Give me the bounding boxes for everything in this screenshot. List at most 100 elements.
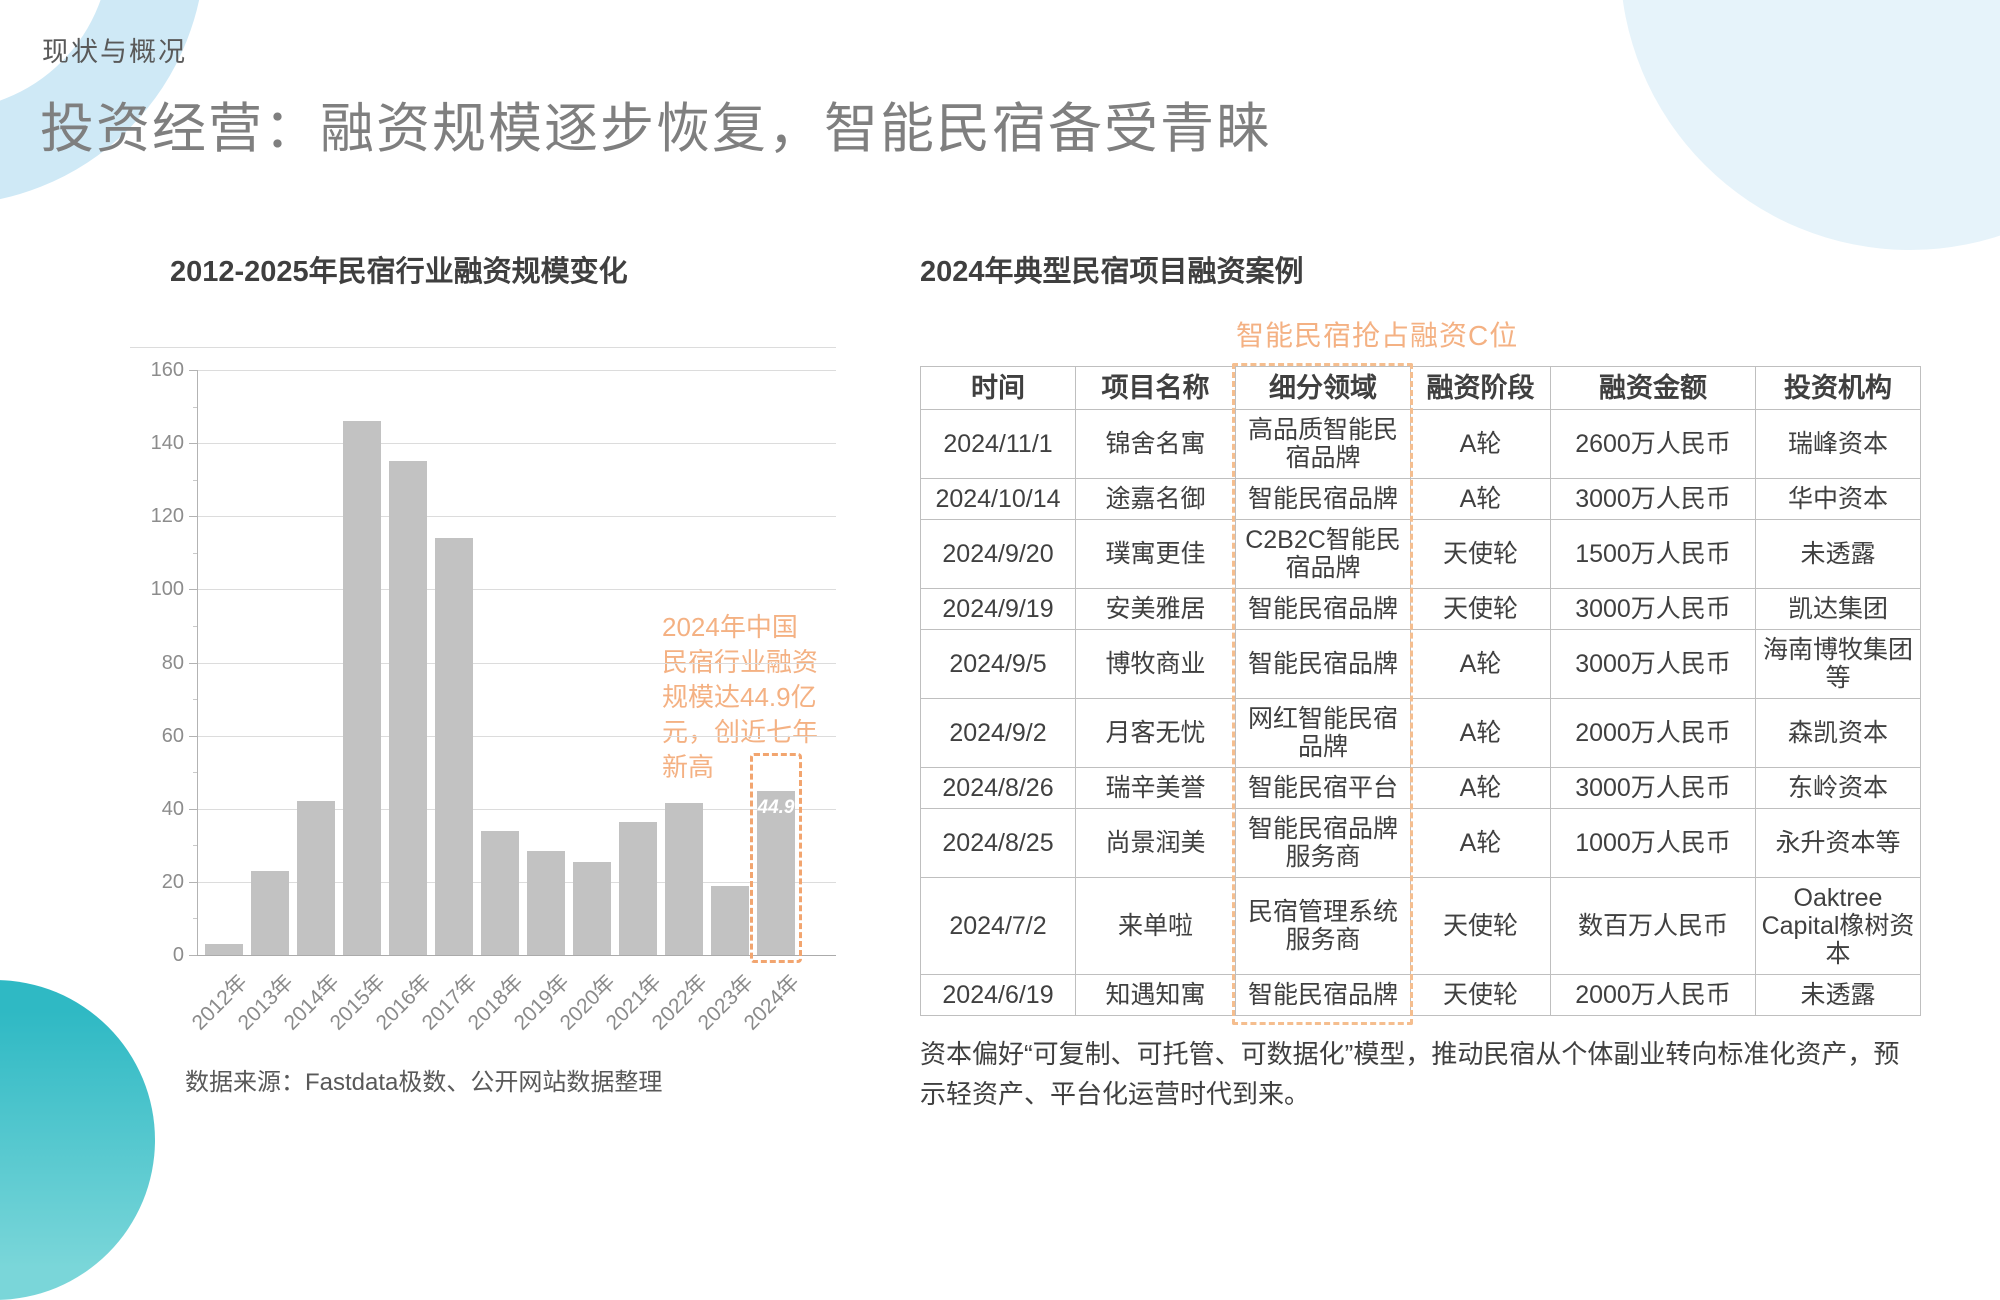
financing-cases-section: 2024年典型民宿项目融资案例 智能民宿抢占融资C位 时间 项目名称 细分领域 融资阶… bbox=[920, 248, 1921, 1114]
table-cell: 知遇知寓 bbox=[1075, 974, 1236, 1017]
table-cell: 尚景润美 bbox=[1075, 808, 1236, 879]
table-cell: 凯达集团 bbox=[1755, 588, 1921, 631]
table-row: 2024/9/19 安美雅居 智能民宿品牌 天使轮 3000万人民币 凯达集团 bbox=[920, 588, 1921, 631]
table-cell: 安美雅居 bbox=[1075, 588, 1236, 631]
y-axis-tick bbox=[189, 370, 197, 371]
bar-2015年 bbox=[343, 421, 381, 955]
table-cell: 网红智能民宿品牌 bbox=[1235, 698, 1411, 769]
table-cell: 天使轮 bbox=[1410, 877, 1551, 976]
slide-eyebrow: 现状与概况 bbox=[42, 37, 187, 67]
table-cell: Oaktree Capital橡树资本 bbox=[1755, 877, 1921, 976]
y-axis-minor-tick bbox=[193, 772, 197, 774]
table-cell: A轮 bbox=[1410, 767, 1551, 810]
column-header: 细分领域 bbox=[1235, 365, 1411, 411]
table-cell: A轮 bbox=[1410, 698, 1551, 769]
table-cell: 智能民宿品牌 bbox=[1235, 974, 1411, 1017]
table-cell: A轮 bbox=[1410, 409, 1551, 480]
table-cell: 2000万人民币 bbox=[1550, 974, 1756, 1017]
table-cell: 2024/6/19 bbox=[920, 974, 1076, 1017]
y-axis-minor-tick bbox=[193, 699, 197, 701]
table-cell: A轮 bbox=[1410, 808, 1551, 879]
table-cell: 智能民宿平台 bbox=[1235, 767, 1411, 810]
y-axis-tick bbox=[189, 735, 197, 737]
gridline bbox=[198, 443, 836, 445]
table-cell: 3000万人民币 bbox=[1550, 767, 1756, 810]
table-cell: 2600万人民币 bbox=[1550, 409, 1756, 480]
bar-2012年 bbox=[205, 944, 243, 955]
table-row: 2024/11/1 锦舍名寓 高品质智能民宿品牌 A轮 2600万人民币 瑞峰资本 bbox=[920, 409, 1921, 480]
table-cell: 1500万人民币 bbox=[1550, 519, 1756, 590]
bar-2021年 bbox=[619, 821, 657, 955]
chart-top-separator bbox=[130, 347, 836, 348]
bar-2019年 bbox=[527, 850, 565, 955]
table-cell: 1000万人民币 bbox=[1550, 808, 1756, 879]
table-row: 2024/8/26 瑞辛美誉 智能民宿平台 A轮 3000万人民币 东岭资本 bbox=[920, 767, 1921, 810]
table-cell: 永升资本等 bbox=[1755, 808, 1921, 879]
y-axis-tick bbox=[189, 516, 197, 518]
y-axis-tick bbox=[189, 881, 197, 883]
table-cell: 智能民宿品牌 bbox=[1235, 588, 1411, 631]
table-row: 2024/9/5 博牧商业 智能民宿品牌 A轮 3000万人民币 海南博牧集团等 bbox=[920, 629, 1921, 700]
table-cell: 未透露 bbox=[1755, 974, 1921, 1017]
y-axis-label: 40 bbox=[161, 797, 184, 820]
table-cell: 2024/8/25 bbox=[920, 808, 1076, 879]
table-cell: 2024/9/19 bbox=[920, 588, 1076, 631]
y-axis-minor-tick bbox=[193, 845, 197, 847]
y-axis-label: 60 bbox=[161, 724, 184, 747]
table-cell: 3000万人民币 bbox=[1550, 588, 1756, 631]
bar-2022年 bbox=[665, 803, 703, 955]
highlight-bar-dashed-border bbox=[750, 752, 802, 963]
table-cell: 2024/7/2 bbox=[920, 877, 1076, 976]
bar-2013年 bbox=[251, 870, 289, 955]
bar-2016年 bbox=[389, 461, 427, 955]
table-cell: 锦舍名寓 bbox=[1075, 409, 1236, 480]
y-axis-minor-tick bbox=[193, 552, 197, 554]
table-cell: 森凯资本 bbox=[1755, 698, 1921, 769]
table-row: 2024/10/14 途嘉名御 智能民宿品牌 A轮 3000万人民币 华中资本 bbox=[920, 478, 1921, 521]
page-title: 投资经营：融资规模逐步恢复，智能民宿备受青睐 bbox=[40, 99, 1272, 159]
column-header: 投资机构 bbox=[1755, 365, 1921, 411]
y-axis-label: 0 bbox=[172, 944, 184, 966]
table-cell: 3000万人民币 bbox=[1550, 478, 1756, 521]
y-axis-tick bbox=[189, 808, 197, 810]
table-cell: 天使轮 bbox=[1410, 974, 1551, 1017]
gridline bbox=[198, 662, 836, 664]
table-cell: 2024/11/1 bbox=[920, 409, 1076, 480]
table-cell: 博牧商业 bbox=[1075, 629, 1236, 700]
table-cell: 数百万人民币 bbox=[1550, 877, 1756, 976]
column-header: 时间 bbox=[920, 365, 1076, 411]
table-cell: 途嘉名御 bbox=[1075, 478, 1236, 521]
financing-cases-table: 时间 项目名称 细分领域 融资阶段 融资金额 投资机构 2024/11/1 锦舍名寓 高品质智能… bbox=[920, 365, 1921, 1017]
table-cell: 瑞辛美誉 bbox=[1075, 767, 1236, 810]
table-cell: 瑞峰资本 bbox=[1755, 409, 1921, 480]
table-caption: 智能民宿抢占融资C位 bbox=[1236, 320, 1519, 351]
table-cell: 2024/10/14 bbox=[920, 478, 1076, 521]
y-axis-tick bbox=[189, 955, 197, 956]
table-cell: 2024/8/26 bbox=[920, 767, 1076, 810]
table-cell: 2000万人民币 bbox=[1550, 698, 1756, 769]
gridline bbox=[198, 589, 836, 591]
table-cell: 2024/9/20 bbox=[920, 519, 1076, 590]
gridline bbox=[198, 370, 836, 371]
table-cell: 璞寓更佳 bbox=[1075, 519, 1236, 590]
y-axis-minor-tick bbox=[193, 918, 197, 920]
y-axis-minor-tick bbox=[193, 625, 197, 627]
table-cell: 天使轮 bbox=[1410, 588, 1551, 631]
chart-title: 2012-2025年民宿行业融资规模变化 bbox=[170, 256, 628, 288]
table-cell: 高品质智能民宿品牌 bbox=[1235, 409, 1411, 480]
y-axis-label: 140 bbox=[150, 432, 184, 455]
table-cell: 来单啦 bbox=[1075, 877, 1236, 976]
table-cell: 月客无忧 bbox=[1075, 698, 1236, 769]
y-axis-tick bbox=[189, 662, 197, 664]
table-cell: C2B2C智能民宿品牌 bbox=[1235, 519, 1411, 590]
y-axis-label: 100 bbox=[150, 578, 184, 601]
column-header: 融资阶段 bbox=[1410, 365, 1551, 411]
table-row: 2024/8/25 尚景润美 智能民宿品牌服务商 A轮 1000万人民币 永升资本等 bbox=[920, 808, 1921, 879]
pale-circle-decoration-top-right bbox=[1620, 0, 2000, 250]
table-cell: 华中资本 bbox=[1755, 478, 1921, 521]
bar-chart: 2024年中国民宿行业融资规模达44.9亿元，创近七年新高 0 20 40 60 80 1… bbox=[130, 347, 852, 1067]
table-cell: 2024/9/5 bbox=[920, 629, 1076, 700]
table-cell: 未透露 bbox=[1755, 519, 1921, 590]
bar-2018年 bbox=[481, 830, 519, 955]
highlight-bar-value-label: 44.9 bbox=[757, 796, 795, 818]
